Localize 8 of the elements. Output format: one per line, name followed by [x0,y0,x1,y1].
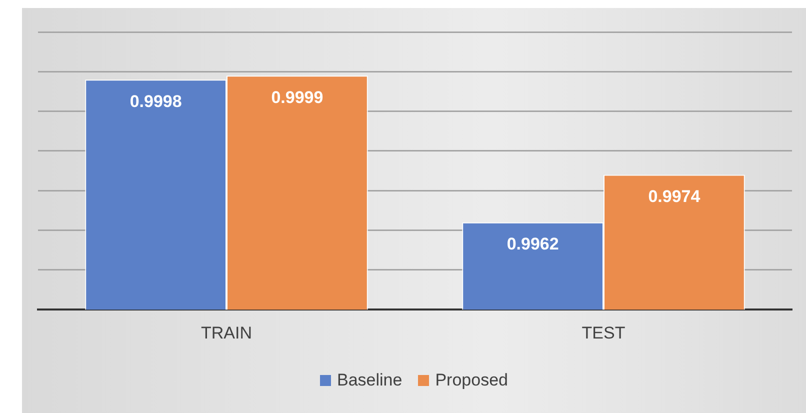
x-tick-label: TEST [582,323,626,342]
legend-label: Proposed [435,370,508,390]
data-label: 0.9999 [271,88,324,107]
x-tick-label: TRAIN [201,323,252,342]
data-label: 0.9962 [506,234,559,254]
data-label: 0.9998 [130,92,182,111]
legend-label: Baseline [337,370,402,390]
data-label: 0.9974 [648,186,701,206]
